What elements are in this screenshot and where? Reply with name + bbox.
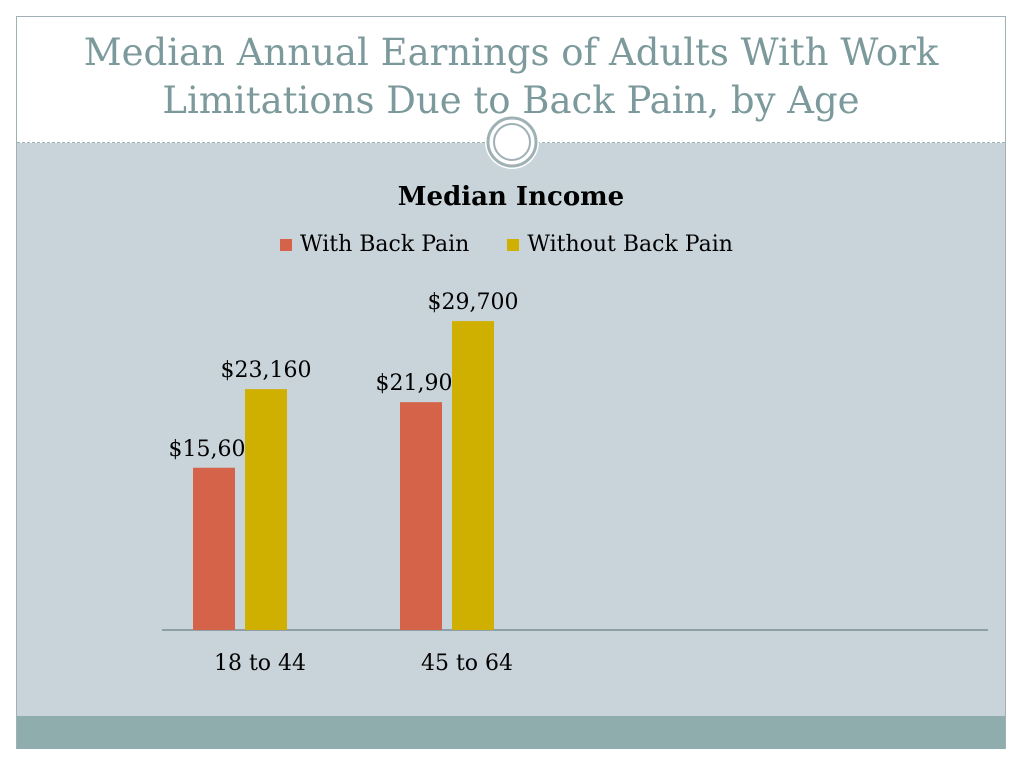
legend-item-with-back-pain: With Back Pain (280, 232, 469, 257)
legend-swatch-with-back-pain (280, 238, 292, 251)
data-label-without-back-pain-1: $23,160 (221, 358, 312, 383)
category-label-1: 18 to 44 (214, 651, 306, 676)
bar-with-back-pain-1 (193, 467, 235, 630)
data-label-with-back-pain-2: $21,909 (376, 371, 467, 396)
slide-title: Median Annual Earnings of Adults With Wo… (83, 31, 939, 122)
legend-label-with-back-pain: With Back Pain (300, 232, 470, 257)
legend-label-without-back-pain: Without Back Pain (527, 232, 733, 257)
bottom-band (17, 716, 1005, 749)
legend-swatch-without-back-pain (507, 238, 520, 251)
data-label-with-back-pain-1: $15,600 (169, 437, 260, 462)
circle-ornament-icon (485, 115, 539, 169)
legend-item-without-back-pain: Without Back Pain (507, 232, 733, 257)
data-label-without-back-pain-2: $29,700 (428, 290, 519, 315)
bar-without-back-pain-1 (245, 389, 287, 630)
bar-with-back-pain-2 (400, 402, 442, 630)
category-label-2: 45 to 64 (421, 651, 513, 676)
chart-title: Median Income (397, 182, 625, 212)
bar-without-back-pain-2 (452, 321, 494, 630)
chart-legend: With Back Pain Without Back Pain (280, 232, 771, 257)
